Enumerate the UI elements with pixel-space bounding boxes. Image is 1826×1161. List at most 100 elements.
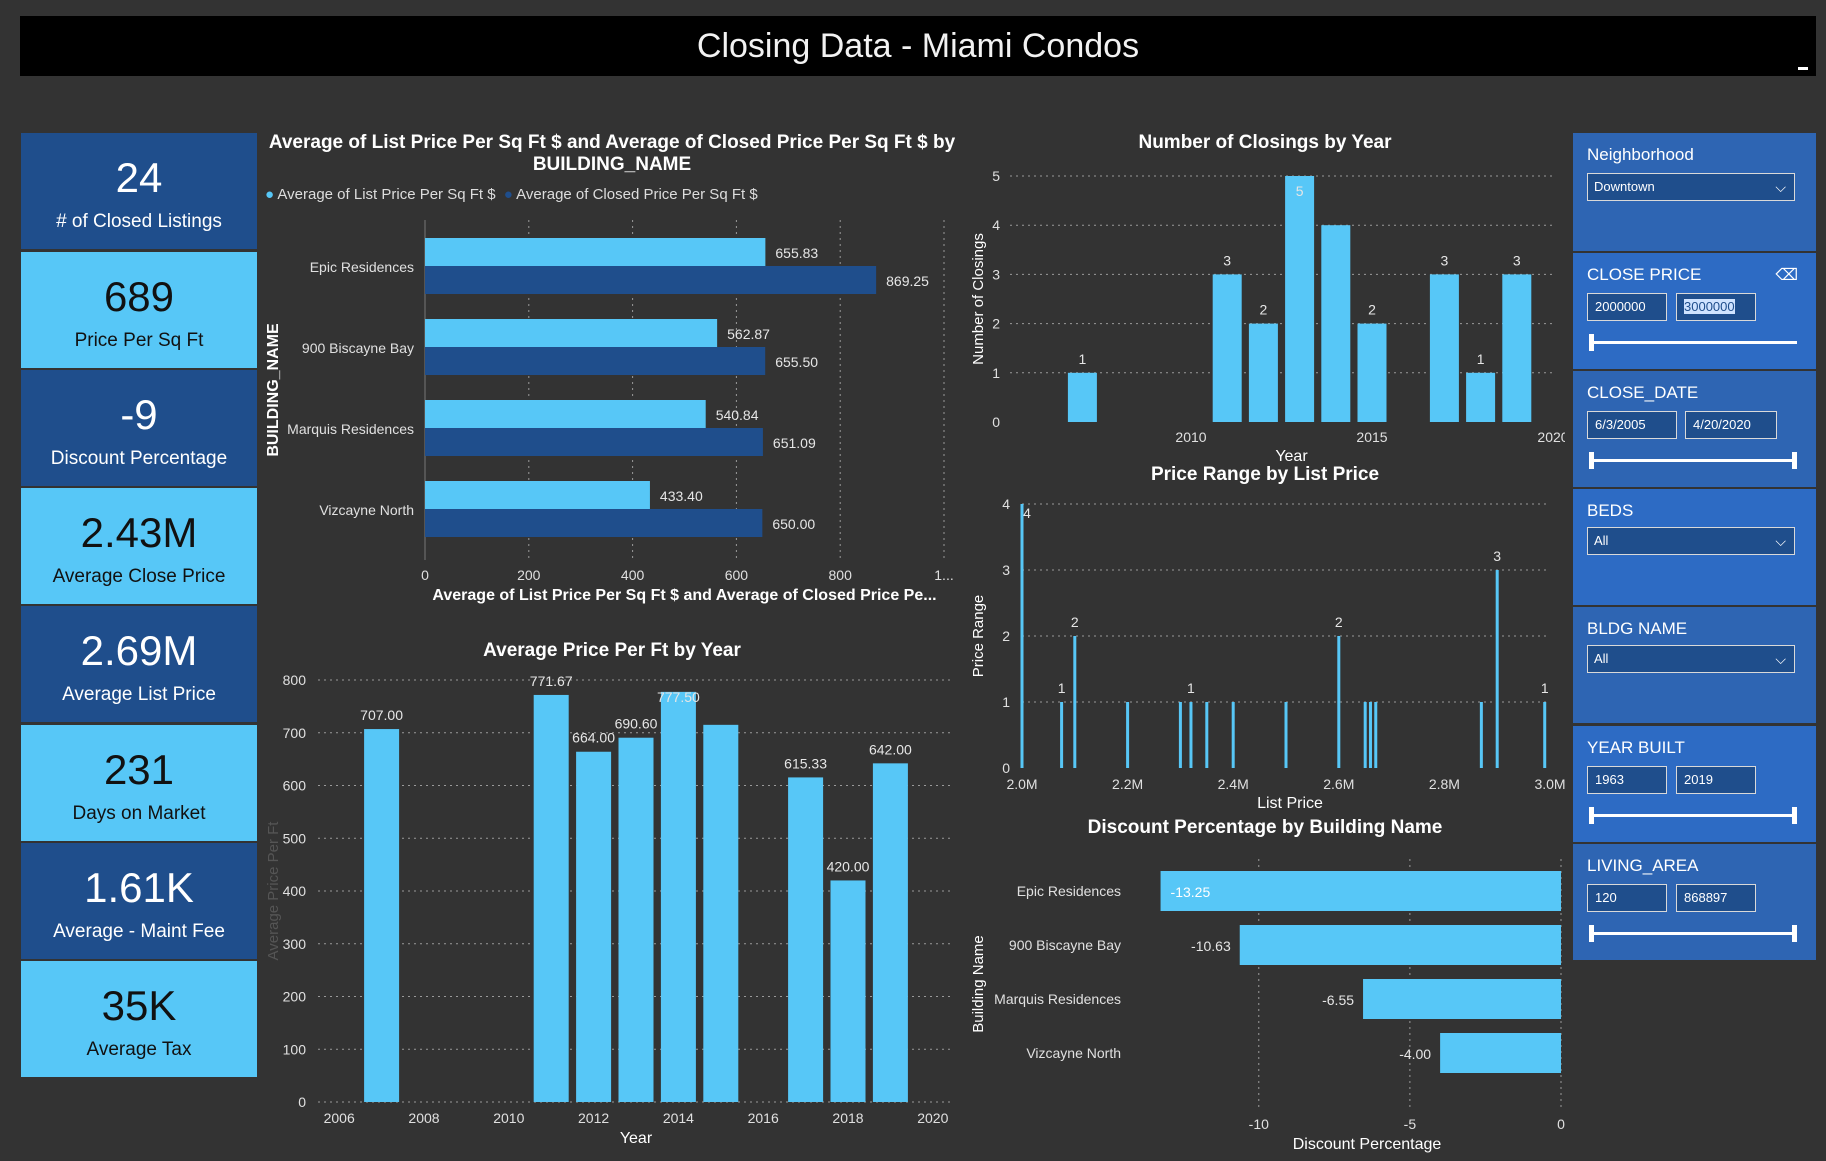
- data-label: 5: [1296, 183, 1304, 199]
- bar: [1440, 1033, 1561, 1073]
- chart-title: Average of List Price Per Sq Ft $ and Av…: [268, 132, 956, 175]
- y-tick-label: 400: [283, 883, 307, 899]
- chart-title: Number of Closings by Year: [1138, 132, 1392, 153]
- data-label: 655.83: [775, 245, 818, 261]
- building-price-chart: Average of List Price Per Sq Ft $ and Av…: [262, 132, 962, 637]
- close-date-slider[interactable]: [1589, 452, 1797, 469]
- bar: [1357, 323, 1387, 422]
- slicer-close-price: CLOSE PRICE ⌫ 2000000 3000000: [1573, 253, 1816, 369]
- building-price-svg: 0 200 400 600 800 1... Epic Residences 655.83 86…: [265, 220, 954, 604]
- bar: [1321, 225, 1351, 422]
- chevron-down-icon[interactable]: ⌵: [1775, 651, 1786, 667]
- y-tick-label: 5: [992, 168, 1000, 184]
- neighborhood-dropdown[interactable]: Downtown ⌵: [1587, 173, 1795, 201]
- bar: [872, 763, 908, 1102]
- data-label: 3: [1223, 252, 1231, 268]
- dropdown-value: Downtown: [1594, 179, 1655, 194]
- x-tick-label: 2.2M: [1112, 776, 1143, 792]
- slicer-beds: BEDS All ⌵: [1573, 489, 1816, 605]
- y-tick-label: 900 Biscayne Bay: [1009, 937, 1121, 953]
- x-axis-title: Discount Percentage: [1293, 1136, 1442, 1153]
- kpi-value: 2.43M: [80, 509, 198, 556]
- bar: [1212, 274, 1242, 422]
- slider-handle-min[interactable]: [1589, 452, 1594, 469]
- kpi-card-avg-list-price: 2.69M Average List Price: [21, 606, 257, 722]
- bar: [1126, 702, 1130, 768]
- year-built-min-input[interactable]: 1963: [1587, 766, 1667, 794]
- bldg-name-dropdown[interactable]: All ⌵: [1587, 645, 1795, 673]
- year-built-max-input[interactable]: 2019: [1676, 766, 1756, 794]
- y-tick-label: 1: [1002, 694, 1010, 710]
- y-tick-label: 0: [992, 414, 1000, 430]
- y-tick-label: Epic Residences: [310, 259, 414, 275]
- kpi-card-price-per-sqft: 689 Price Per Sq Ft: [21, 252, 257, 368]
- data-label: 562.87: [727, 326, 770, 342]
- bar: [576, 751, 612, 1102]
- slicer-title: BEDS: [1587, 501, 1634, 520]
- living-area-slider[interactable]: [1589, 925, 1797, 942]
- close-price-min-input[interactable]: 2000000: [1587, 293, 1667, 321]
- data-label: 4: [1023, 505, 1031, 521]
- slider-handle-min[interactable]: [1589, 925, 1594, 942]
- bar: [1495, 570, 1499, 768]
- data-label: 3: [1493, 548, 1501, 564]
- close-price-max-input[interactable]: 3000000: [1676, 293, 1756, 321]
- price-range-chart: Price Range by List Price 0 1 2 3 4 4 1 2 1 2 3 1 2.…: [965, 464, 1565, 814]
- year-built-slider[interactable]: [1589, 807, 1797, 824]
- dropdown-value: All: [1594, 651, 1609, 666]
- y-tick-label: 1: [992, 365, 1000, 381]
- kpi-card-avg-tax: 35K Average Tax: [21, 961, 257, 1077]
- minimize-icon[interactable]: [1798, 67, 1808, 70]
- y-tick-label: Vizcayne North: [1026, 1045, 1121, 1061]
- slider-handle-min[interactable]: [1589, 334, 1594, 351]
- beds-dropdown[interactable]: All ⌵: [1587, 527, 1795, 555]
- close-date-max-input[interactable]: 4/20/2020: [1685, 411, 1777, 439]
- kpi-card-maint-fee: 1.61K Average - Maint Fee: [21, 843, 257, 959]
- close-date-min-input[interactable]: 6/3/2005: [1587, 411, 1677, 439]
- bar: [1178, 702, 1182, 768]
- eraser-icon[interactable]: ⌫: [1775, 267, 1798, 284]
- kpi-label: Days on Market: [72, 803, 206, 824]
- y-tick-label: Vizcayne North: [319, 502, 414, 518]
- y-tick-label: 900 Biscayne Bay: [302, 340, 414, 356]
- kpi-label: Discount Percentage: [50, 448, 228, 469]
- kpi-label: Average Tax: [86, 1039, 192, 1060]
- bar: [1160, 871, 1561, 911]
- data-label: 1: [1477, 351, 1485, 367]
- data-label: 664.00: [572, 730, 615, 746]
- living-area-min-input[interactable]: 120: [1587, 884, 1667, 912]
- y-tick-label: 700: [283, 725, 307, 741]
- bar: [533, 694, 569, 1102]
- legend-label-closed: Average of Closed Price Per Sq Ft $: [516, 186, 758, 203]
- slicer-bldg-name: BLDG NAME All ⌵: [1573, 607, 1816, 723]
- chevron-down-icon[interactable]: ⌵: [1775, 533, 1786, 549]
- y-tick-label: 200: [283, 989, 307, 1005]
- y-tick-label: 500: [283, 830, 307, 846]
- y-tick-label: 4: [992, 217, 1000, 233]
- slider-handle-max[interactable]: [1792, 807, 1797, 824]
- x-axis-title: Year: [1275, 448, 1308, 463]
- data-label: 777.50: [657, 689, 700, 705]
- data-label: -10.63: [1191, 938, 1231, 954]
- x-tick-label: -5: [1404, 1116, 1417, 1132]
- data-label: 650.00: [772, 516, 815, 532]
- close-price-slider[interactable]: [1589, 334, 1797, 351]
- x-tick-label: 2015: [1356, 429, 1387, 445]
- bar: [703, 724, 739, 1102]
- slicer-title: LIVING_AREA: [1587, 856, 1699, 875]
- discount-chart: Discount Percentage by Building Name -10…: [965, 817, 1565, 1153]
- chart-title: Price Range by List Price: [1150, 464, 1380, 485]
- bar: [788, 777, 824, 1102]
- chevron-down-icon[interactable]: ⌵: [1775, 179, 1786, 195]
- living-area-max-input[interactable]: 868897: [1676, 884, 1756, 912]
- bar: [425, 347, 766, 375]
- kpi-value: 231: [103, 746, 175, 793]
- slider-handle-min[interactable]: [1589, 807, 1594, 824]
- slider-handle-max[interactable]: [1792, 925, 1797, 942]
- slider-handle-max[interactable]: [1792, 452, 1797, 469]
- x-tick-label: 2008: [408, 1110, 439, 1126]
- data-label: 433.40: [660, 488, 703, 504]
- bar: [830, 880, 866, 1102]
- data-label: 1: [1541, 680, 1549, 696]
- x-axis-title: List Price: [1257, 795, 1323, 812]
